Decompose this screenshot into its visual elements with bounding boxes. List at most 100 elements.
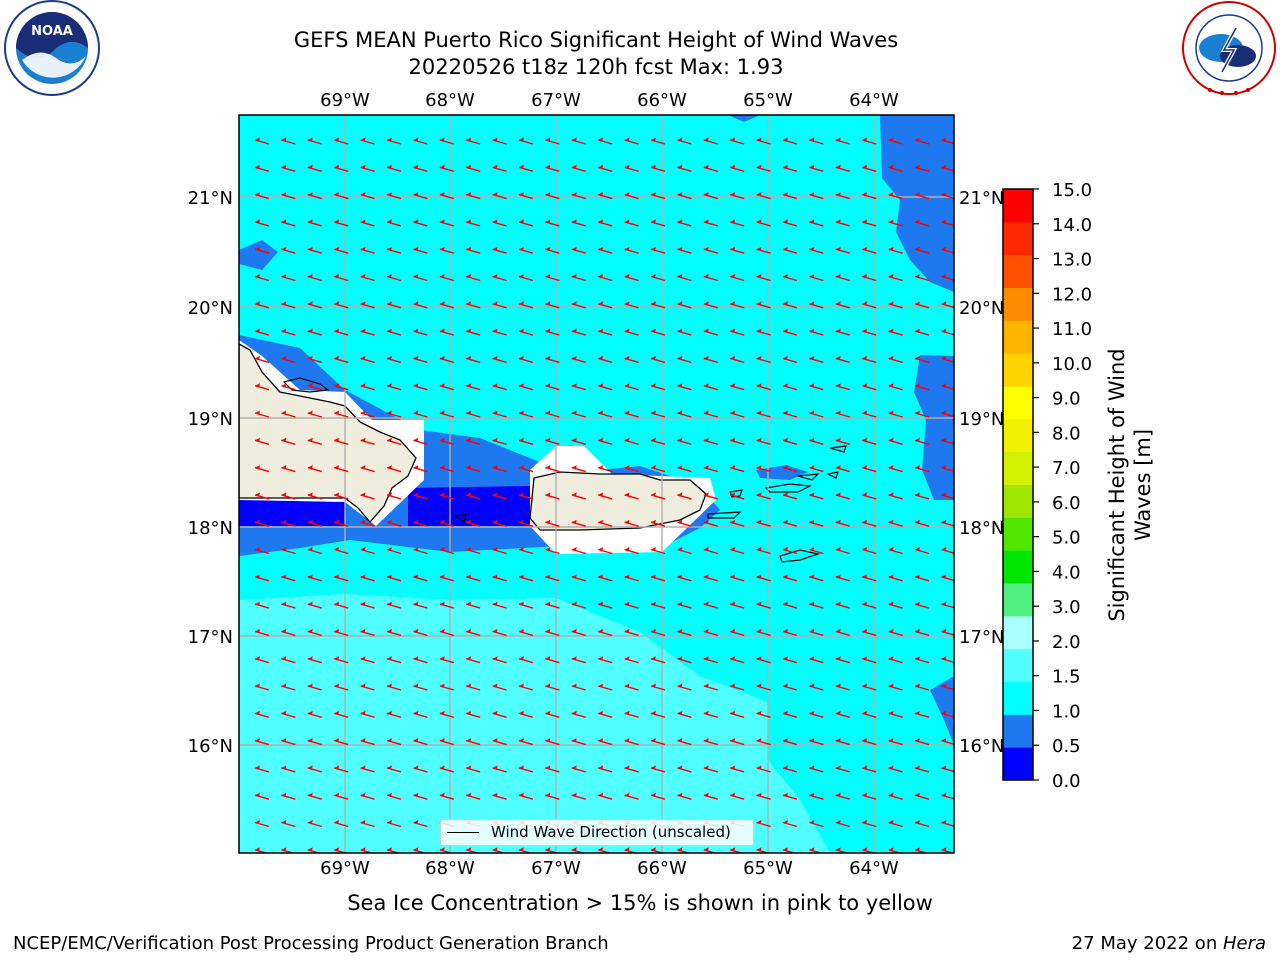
wind-wave-arrowhead — [598, 710, 604, 715]
wind-wave-arrowhead — [809, 519, 815, 524]
wind-wave-arrowhead — [545, 219, 551, 224]
wind-wave-arrowhead — [466, 465, 472, 470]
colorbar-frame — [1002, 188, 1034, 781]
wind-wave-arrowhead — [756, 246, 762, 251]
wind-wave-arrowhead — [677, 492, 683, 497]
colorbar-swatch — [1003, 583, 1033, 617]
wind-wave-arrowhead — [334, 628, 340, 633]
wind-wave-arrowhead — [783, 465, 788, 470]
wind-wave-arrowhead — [387, 219, 392, 224]
wind-wave-arrowhead — [545, 437, 551, 442]
wind-wave-arrowhead — [387, 683, 392, 688]
wind-wave-arrowhead — [255, 465, 260, 470]
wind-wave-arrowhead — [307, 765, 313, 770]
colorbar-title-line2: Waves [m] — [1131, 428, 1155, 542]
wind-wave-arrowhead — [281, 219, 287, 224]
wind-wave-arrowhead — [624, 465, 630, 470]
wind-wave-arrowhead — [307, 683, 313, 688]
wind-wave-arrowhead — [571, 738, 577, 743]
wind-wave-arrowhead — [360, 410, 366, 415]
wind-wave-arrowhead — [387, 328, 392, 333]
wind-wave-arrowhead — [281, 437, 287, 442]
wind-wave-arrowhead — [915, 628, 920, 633]
wind-wave-arrowhead — [466, 437, 472, 442]
wind-wave-arrowhead — [915, 738, 920, 743]
wind-wave-arrowhead — [413, 328, 419, 333]
wind-wave-arrowhead — [307, 738, 313, 743]
wind-wave-arrowhead — [413, 274, 419, 278]
wind-wave-arrowhead — [519, 492, 524, 497]
lat-label-left: 17°N — [188, 627, 233, 648]
wind-wave-arrowhead — [862, 137, 868, 142]
wind-wave-arrowhead — [571, 164, 577, 169]
wind-wave-arrowhead — [730, 328, 736, 333]
wind-wave-arrowhead — [466, 164, 472, 169]
wind-wave-arrowhead — [835, 328, 841, 333]
wind-wave-arrowhead — [360, 465, 366, 470]
wind-wave-arrowhead — [519, 383, 524, 388]
wind-wave-arrowhead — [941, 519, 947, 524]
wind-wave-arrowhead — [545, 274, 551, 278]
wind-wave-arrowhead — [413, 820, 419, 824]
wind-wave-arrowhead — [888, 219, 894, 224]
wind-wave-arrowhead — [255, 847, 260, 852]
wind-wave-arrowhead — [651, 383, 656, 388]
wind-wave-arrowhead — [809, 628, 815, 633]
wind-wave-arrowhead — [888, 574, 894, 579]
wind-wave-arrowhead — [783, 301, 788, 306]
colorbar-swatch — [1003, 747, 1033, 781]
wind-wave-arrowhead — [941, 219, 947, 224]
wind-wave-arrowhead — [281, 847, 287, 852]
wind-wave-arrowhead — [783, 710, 788, 715]
colorbar-swatch — [1003, 254, 1033, 288]
wind-wave-arrowhead — [307, 628, 313, 633]
wind-wave-arrowhead — [915, 710, 920, 715]
wind-wave-arrowhead — [281, 574, 287, 579]
footer-credit: NCEP/EMC/Verification Post Processing Pr… — [13, 933, 609, 954]
wind-wave-arrowhead — [835, 820, 841, 824]
wind-wave-arrowhead — [730, 628, 736, 633]
wind-wave-arrowhead — [730, 547, 736, 551]
wind-wave-arrowhead — [466, 519, 472, 524]
wind-wave-arrowhead — [730, 656, 736, 661]
wind-wave-arrowhead — [519, 710, 524, 715]
wind-wave-arrowhead — [835, 710, 841, 715]
wind-wave-arrowhead — [677, 274, 683, 278]
wind-wave-arrowhead — [862, 410, 868, 415]
wind-wave-arrowhead — [862, 738, 868, 743]
wind-wave-arrowhead — [756, 137, 762, 142]
wind-wave-arrowhead — [756, 274, 762, 278]
wind-wave-arrowhead — [703, 465, 709, 470]
wind-wave-arrowhead — [888, 765, 894, 770]
wind-wave-arrowhead — [255, 410, 260, 415]
wind-wave-arrowhead — [730, 219, 736, 224]
wind-wave-arrowhead — [651, 246, 656, 251]
wind-wave-arrowhead — [360, 710, 366, 715]
wind-wave-arrowhead — [651, 792, 656, 797]
wind-wave-arrowhead — [783, 219, 788, 224]
wind-wave-arrowhead — [730, 355, 736, 360]
colorbar-tick-label: 15.0 — [1052, 180, 1092, 201]
wind-wave-arrowhead — [281, 410, 287, 415]
colorbar-tick-label: 5.0 — [1052, 528, 1081, 549]
wind-wave-arrowhead — [624, 601, 630, 606]
wind-wave-arrowhead — [677, 246, 683, 251]
chart-title: GEFS MEAN Puerto Rico Significant Height… — [293, 28, 899, 52]
wind-wave-arrowhead — [888, 792, 894, 797]
wind-wave-arrowhead — [466, 601, 472, 606]
wind-wave-arrowhead — [255, 601, 260, 606]
wind-wave-arrowhead — [360, 820, 366, 824]
colorbar-swatch — [1003, 648, 1033, 682]
wind-wave-arrowhead — [677, 437, 683, 442]
wind-wave-arrowhead — [835, 246, 841, 251]
wind-wave-arrowhead — [809, 328, 815, 333]
wind-wave-arrowhead — [519, 847, 524, 852]
wind-wave-arrowhead — [439, 519, 445, 524]
lon-label-bottom: 66°W — [637, 858, 687, 879]
wind-wave-arrowhead — [545, 492, 551, 497]
wind-wave-arrowhead — [915, 765, 920, 770]
wind-wave-arrowhead — [360, 738, 366, 743]
wind-wave-arrowhead — [941, 574, 947, 579]
wind-wave-arrowhead — [466, 574, 472, 579]
wind-wave-arrowhead — [334, 274, 340, 278]
